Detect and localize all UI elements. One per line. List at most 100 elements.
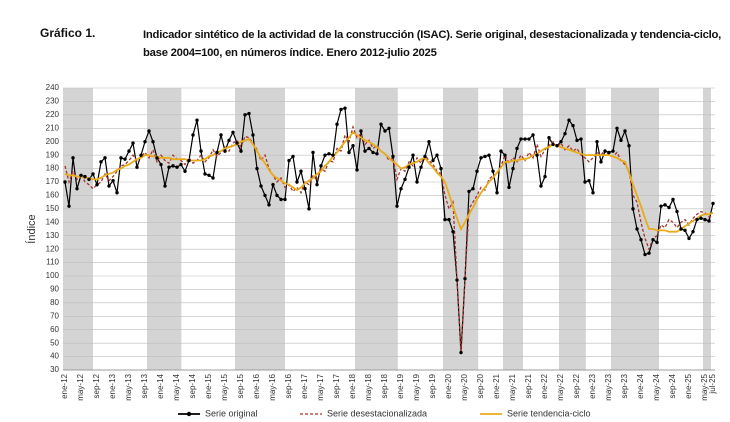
x-tick-label: ene-20 [444,373,453,398]
data-point [475,169,479,173]
data-point [215,150,219,155]
x-tick-label: ene-24 [636,373,645,398]
data-point [571,123,575,128]
x-tick-label: sep-16 [284,373,293,398]
data-point [583,180,587,184]
data-point [303,187,307,191]
x-tick-label: ene-22 [540,373,549,398]
data-point [587,178,591,183]
data-point [467,189,471,194]
data-point [599,160,603,164]
data-point [487,153,491,157]
y-tick-label: 40 [50,352,59,361]
series-line [64,131,714,233]
x-tick-label: ene-14 [156,373,165,398]
data-point [543,174,547,179]
data-point [371,150,375,155]
data-point [503,153,507,157]
y-tick-label: 100 [46,271,60,280]
x-tick-label: sep-14 [188,373,197,398]
data-point [463,276,467,281]
data-point [495,191,499,195]
data-point [195,118,199,122]
data-point [63,180,67,184]
data-point [279,197,283,202]
data-point [99,160,103,164]
data-point [167,165,171,169]
data-point [683,228,687,233]
data-point [67,204,71,208]
data-point [615,126,619,130]
x-tick-label: may-16 [268,373,277,400]
legend-marker [186,411,192,417]
data-point [427,140,431,144]
data-point [567,118,571,122]
data-point [659,204,663,208]
data-point [539,184,543,188]
data-point [359,129,363,133]
data-point [295,180,299,184]
x-tick-label: sep-18 [380,373,389,398]
data-point [219,133,223,137]
data-point [555,144,559,148]
data-point [591,191,595,195]
data-point [651,238,655,242]
data-point [479,156,483,160]
data-point [491,169,495,173]
data-point [635,227,639,231]
y-tick-label: 140 [46,217,60,226]
legend-item: Serie original [178,408,258,418]
legend-label: Serie tendencia-ciclo [507,408,591,418]
data-point [87,177,91,182]
x-tick-label: jul-25 [708,373,717,394]
data-point [79,173,83,177]
data-point [175,165,179,169]
data-point [287,158,291,163]
data-point [687,236,691,241]
data-point [435,153,439,157]
data-point [191,133,195,137]
data-point [323,153,327,157]
data-point [259,184,263,188]
data-point [471,187,475,191]
data-point [351,144,355,148]
data-point [119,156,123,160]
data-point [379,122,383,126]
data-point [655,240,659,245]
data-point [115,191,119,195]
data-point [271,182,275,187]
data-point [667,205,671,210]
data-point [267,203,271,207]
data-point [347,150,351,155]
data-point [443,217,447,222]
data-point [163,184,167,188]
data-point [579,137,583,141]
x-tick-label: sep-19 [428,373,437,398]
data-point [327,152,331,156]
data-point [623,129,627,133]
data-point [423,154,427,159]
data-point [511,166,515,171]
data-point [431,158,435,163]
data-point [299,169,303,173]
x-tick-label: sep-17 [332,373,341,398]
data-point [231,130,235,135]
y-tick-label: 200 [46,137,60,146]
data-point [451,229,455,234]
data-point [691,229,695,234]
data-point [663,203,667,207]
data-point [439,166,443,171]
y-tick-label: 150 [46,204,60,213]
x-tick-label: ene-23 [588,373,597,398]
data-point [283,197,287,202]
data-point [139,153,143,157]
data-point [315,182,319,187]
data-point [71,156,75,160]
x-tick-label: ene-13 [108,373,117,398]
data-point [415,180,419,184]
data-point [227,138,231,143]
y-tick-label: 110 [46,258,59,267]
x-tick-label: may-14 [172,373,181,400]
data-point [523,137,527,141]
